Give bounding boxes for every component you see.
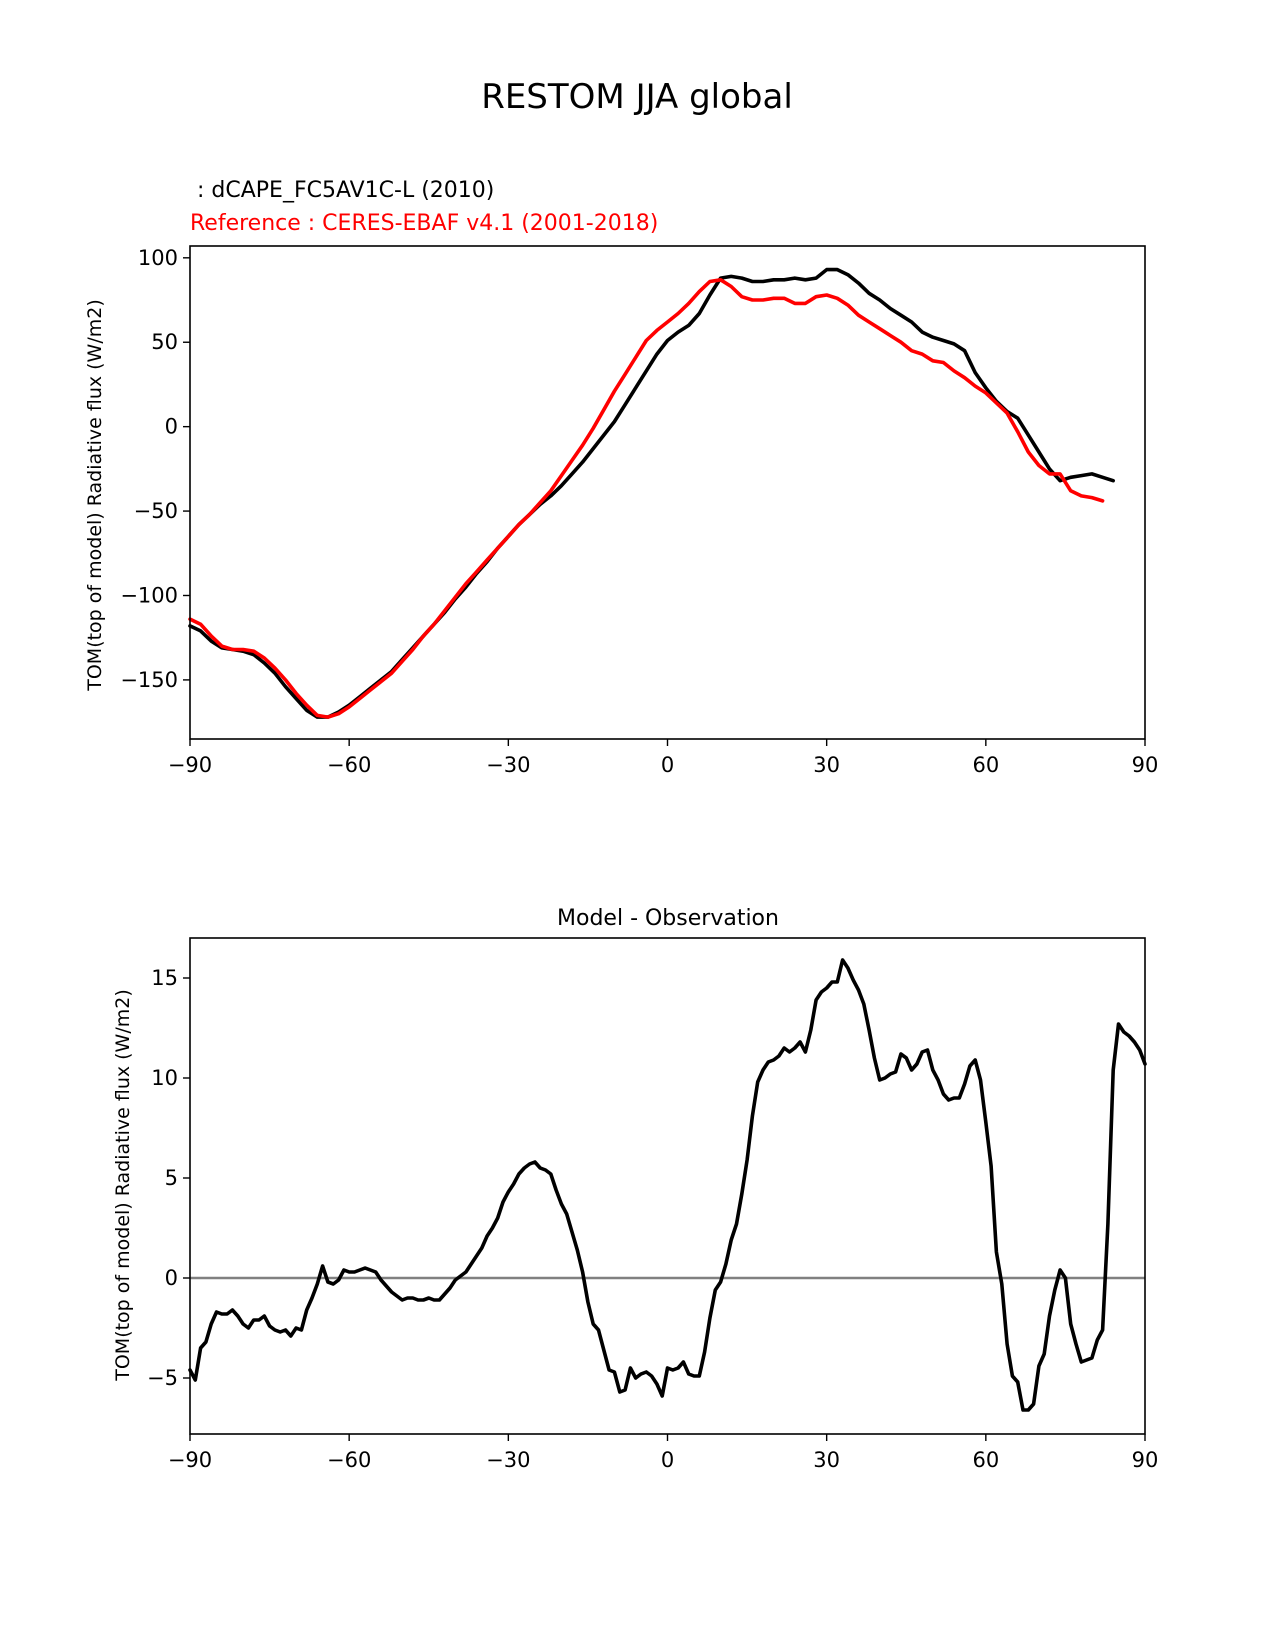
chart-bottom-ylabel: TOM(top of model) Radiative flux (W/m2)	[112, 989, 134, 1382]
chart-top-x-tick-label: 30	[813, 753, 840, 777]
chart-bottom-x-tick-label: −30	[486, 1448, 530, 1472]
chart-bottom-y-tick-label: 10	[151, 1066, 178, 1090]
chart-bottom-x-tick-label: 60	[972, 1448, 999, 1472]
figure-title: RESTOM JJA global	[481, 77, 793, 117]
chart-bottom-x-tick-label: −60	[327, 1448, 371, 1472]
chart-bottom: Model - Observation TOM(top of model) Ra…	[112, 906, 1158, 1472]
chart-top-series-group	[188, 267, 1115, 719]
chart-top-x-tick-label: 60	[972, 753, 999, 777]
chart-bottom-y-tick-label: −5	[147, 1366, 178, 1390]
chart-top-y-tick-label: 50	[151, 330, 178, 354]
chart-top-y-tick-label: −150	[120, 668, 178, 692]
chart-top-y-tick-label: 0	[165, 415, 178, 439]
chart-bottom-x-tick-label: −90	[168, 1448, 212, 1472]
chart-bottom-y-tick-label: 15	[151, 966, 178, 990]
chart-top-series-reference	[188, 277, 1105, 719]
chart-top-x-tick-label: −90	[168, 753, 212, 777]
chart-top-ylabel: TOM(top of model) Radiative flux (W/m2)	[84, 299, 106, 692]
chart-top-y-tick-label: −100	[120, 583, 178, 607]
chart-bottom-frame	[189, 937, 1146, 1435]
chart-top-x-tick-label: −60	[327, 753, 371, 777]
chart-top-x-tick-label: −30	[486, 753, 530, 777]
chart-top: TOM(top of model) Radiative flux (W/m2) …	[84, 245, 1158, 777]
chart-top-x-tick-label: 90	[1132, 753, 1159, 777]
chart-bottom-x-tick-label: 0	[661, 1448, 674, 1472]
chart-bottom-x-tick-label: 90	[1132, 1448, 1159, 1472]
chart-bottom-ticks: −90 −60 −30 0 30 60 90 −5 0 5 10 15	[147, 966, 1158, 1472]
chart-bottom-x-tick-label: 30	[813, 1448, 840, 1472]
chart-top-x-tick-label: 0	[661, 753, 674, 777]
chart-top-ticks: −90 −60 −30 0 30 60 90 −150 −100 −50 0 50 100	[120, 246, 1158, 777]
chart-top-frame	[189, 245, 1146, 740]
test-label: : dCAPE_FC5AV1C-L (2010)	[190, 178, 494, 203]
reference-label: Reference : CERES-EBAF v4.1 (2001-2018)	[190, 211, 658, 236]
chart-bottom-y-tick-label: 5	[165, 1166, 178, 1190]
chart-bottom-y-tick-label: 0	[165, 1266, 178, 1290]
chart-bottom-title: Model - Observation	[557, 906, 779, 931]
chart-bottom-series-group	[188, 958, 1147, 1412]
chart-top-y-tick-label: −50	[134, 499, 178, 523]
chart-bottom-series-difference	[188, 958, 1147, 1412]
chart-top-y-tick-label: 100	[138, 246, 178, 270]
